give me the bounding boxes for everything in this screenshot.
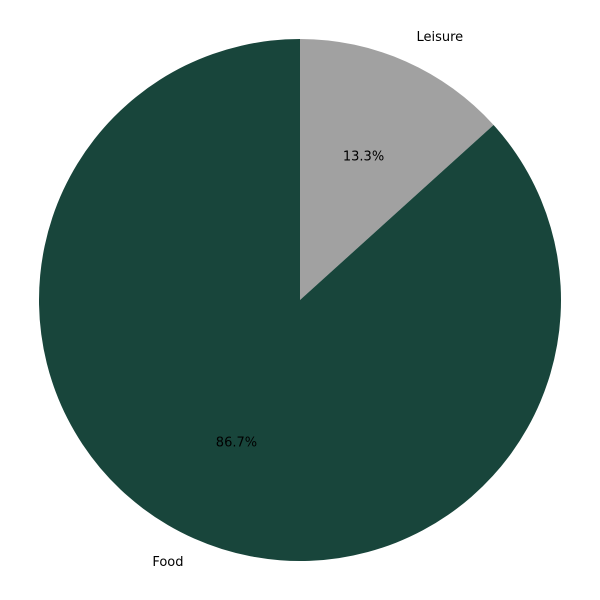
pie-label-leisure: Leisure: [416, 30, 463, 45]
pie-slice-food: [38, 39, 561, 561]
pie-slices: [38, 39, 561, 561]
pie-labels: Leisure 13.3% Food 86.7%: [152, 30, 463, 570]
pie-percent-food: 86.7%: [216, 436, 257, 451]
pie-label-food: Food: [152, 555, 183, 570]
pie-percent-leisure: 13.3%: [343, 149, 384, 164]
pie-slice-leisure: [300, 39, 494, 300]
